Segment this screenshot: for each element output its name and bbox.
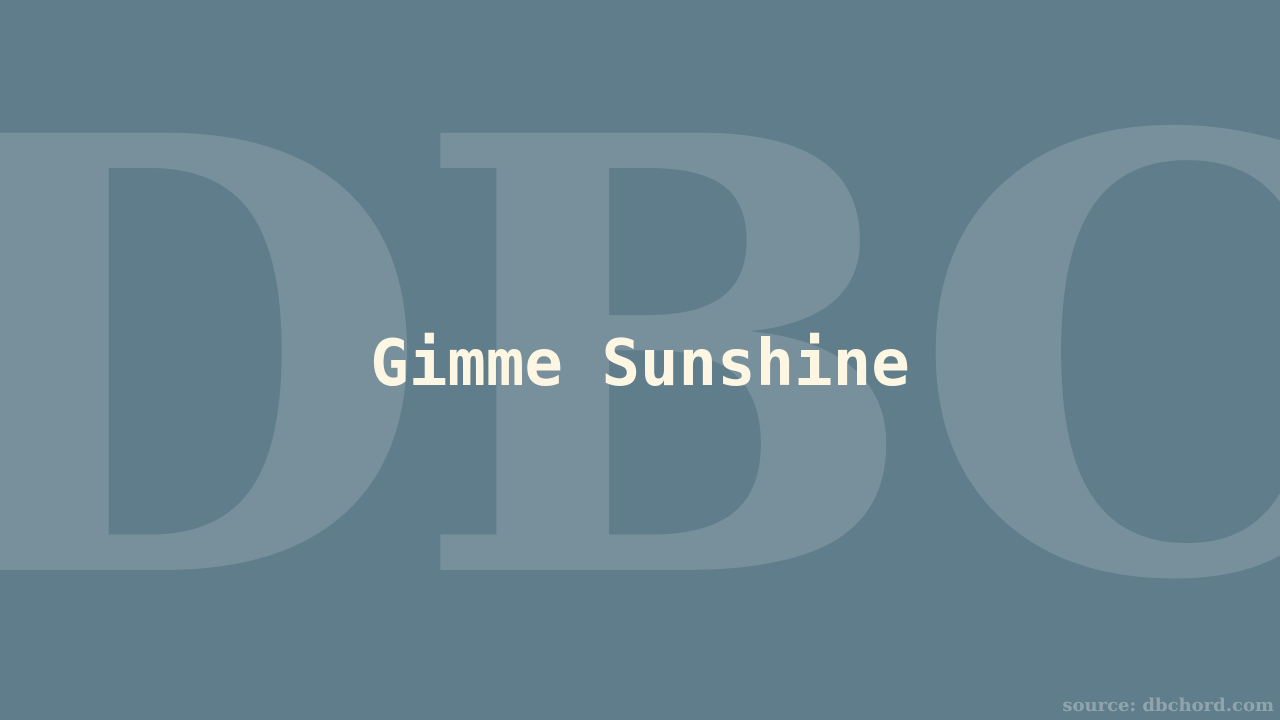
page-title: Gimme Sunshine (370, 327, 910, 401)
source-credit: source: dbchord.com (1062, 695, 1274, 716)
watermark-logo-text: DBC (0, 7, 1280, 712)
